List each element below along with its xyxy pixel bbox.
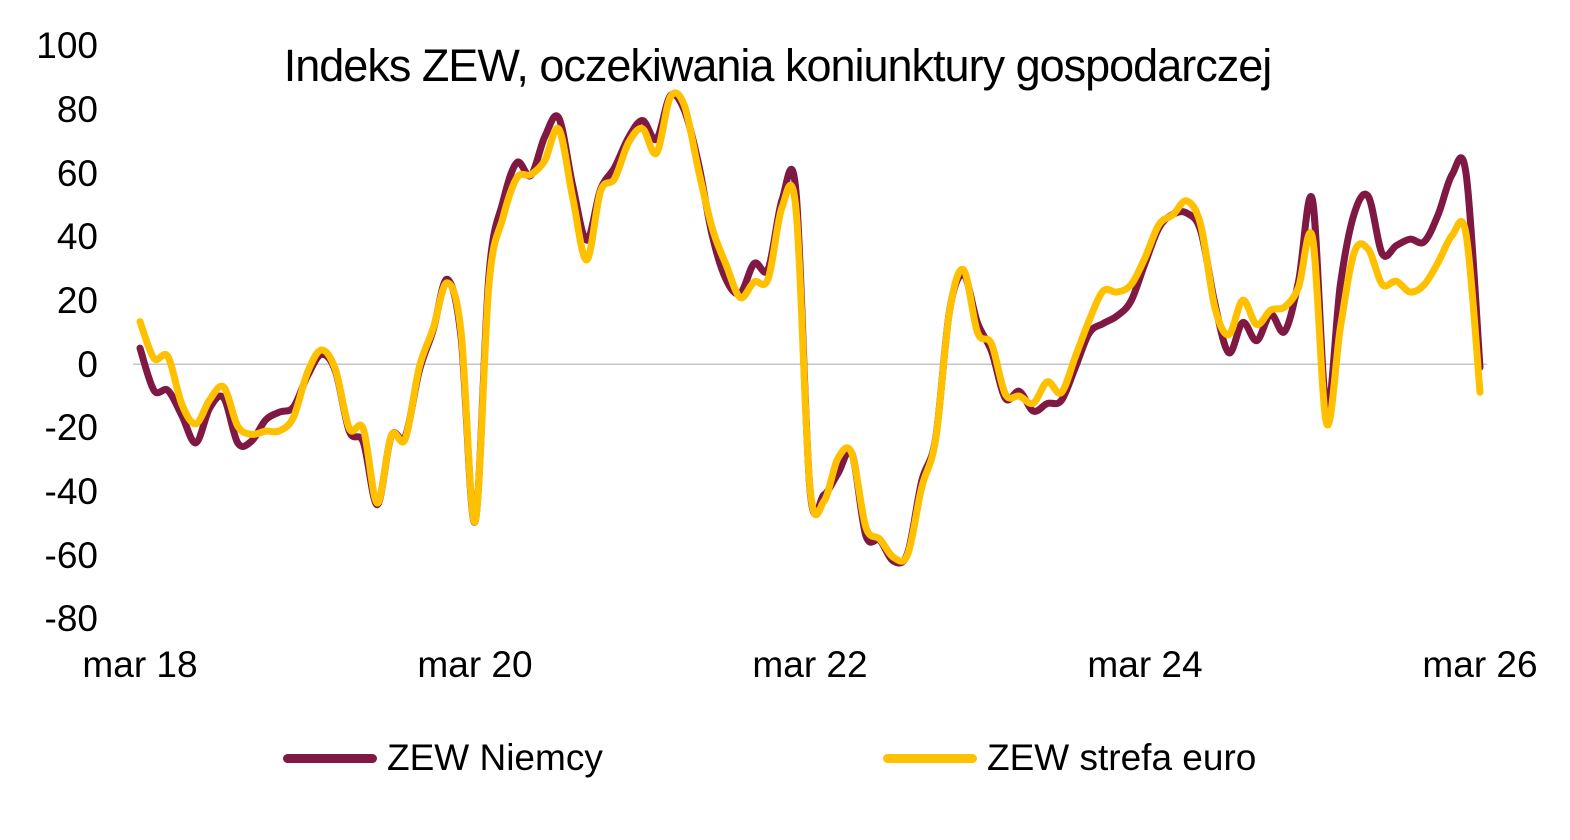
y-axis-tick-label: -60 [44,534,98,576]
y-axis-tick-label: -80 [44,598,98,640]
x-axis-tick-label: mar 24 [1087,644,1203,685]
x-axis-tick-label: mar 22 [752,644,868,685]
x-axis-tick-label: mar 26 [1422,644,1538,685]
zew-niemcy-legend-label: ZEW Niemcy [387,737,603,778]
y-axis-tick-label: 0 [77,343,98,385]
zew-niemcy-line-swatch [283,753,377,763]
legend-item-zew-niemcy: ZEW Niemcy [283,737,603,778]
x-axis-tick-label: mar 18 [82,644,198,685]
zew-strefa-euro-legend-label: ZEW strefa euro [987,737,1257,778]
series-lines [136,89,1484,567]
y-axis-tick-label: 20 [56,280,98,322]
chart-title: Indeks ZEW, oczekiwania koniunktury gosp… [283,40,1273,91]
y-axis-tick-label: 60 [56,152,98,194]
y-axis-tick-label: 40 [56,216,98,258]
legend: ZEW Niemcy ZEW strefa euro [0,737,1570,778]
y-axis-tick-label: -20 [44,407,98,449]
zew-strefa-euro-line-swatch [883,753,977,763]
zew-strefa-euro-line [136,89,1484,565]
legend-item-zew-strefa-euro: ZEW strefa euro [883,737,1257,778]
y-axis-tick-label: -40 [44,471,98,513]
y-axis-tick-label: 80 [56,89,98,131]
x-axis-tick-label: mar 20 [417,644,533,685]
y-axis-tick-label: 100 [36,25,98,67]
